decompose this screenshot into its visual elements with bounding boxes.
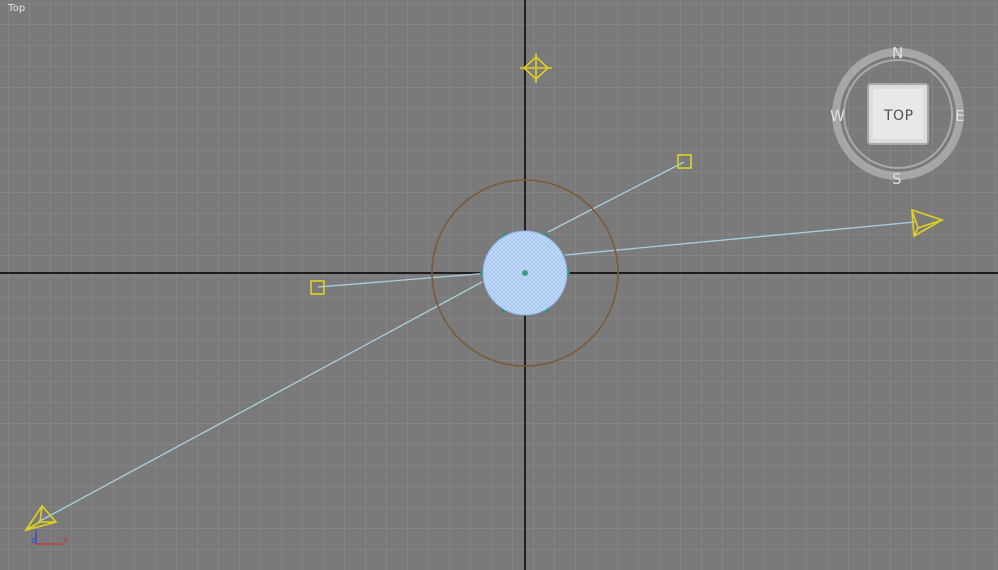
axis-tripod: z x — [31, 530, 68, 545]
compass-north[interactable]: N — [892, 44, 903, 62]
hexagon-shape[interactable] — [479, 234, 571, 312]
sphere-object[interactable] — [482, 230, 568, 316]
spotlight-icon[interactable] — [911, 208, 944, 238]
outer-circle[interactable] — [431, 179, 619, 367]
light-target-square[interactable] — [310, 280, 325, 295]
axis-z-label: z — [31, 536, 35, 545]
compass-south[interactable]: S — [892, 170, 902, 188]
light-target-square[interactable] — [677, 154, 692, 169]
view-cube-face-label: TOP — [883, 108, 914, 124]
omni-light-gizmo[interactable] — [520, 53, 552, 83]
light-lines — [37, 161, 916, 523]
spotlight-icon[interactable] — [24, 504, 58, 532]
viewport-label[interactable]: Top — [8, 3, 26, 14]
compass-east[interactable]: E — [955, 107, 964, 125]
view-cube-compass-ring[interactable] — [832, 48, 964, 180]
axis-x-label: x — [63, 536, 68, 545]
view-cube[interactable]: N S E W TOP — [830, 44, 964, 188]
compass-west[interactable]: W — [830, 107, 845, 125]
